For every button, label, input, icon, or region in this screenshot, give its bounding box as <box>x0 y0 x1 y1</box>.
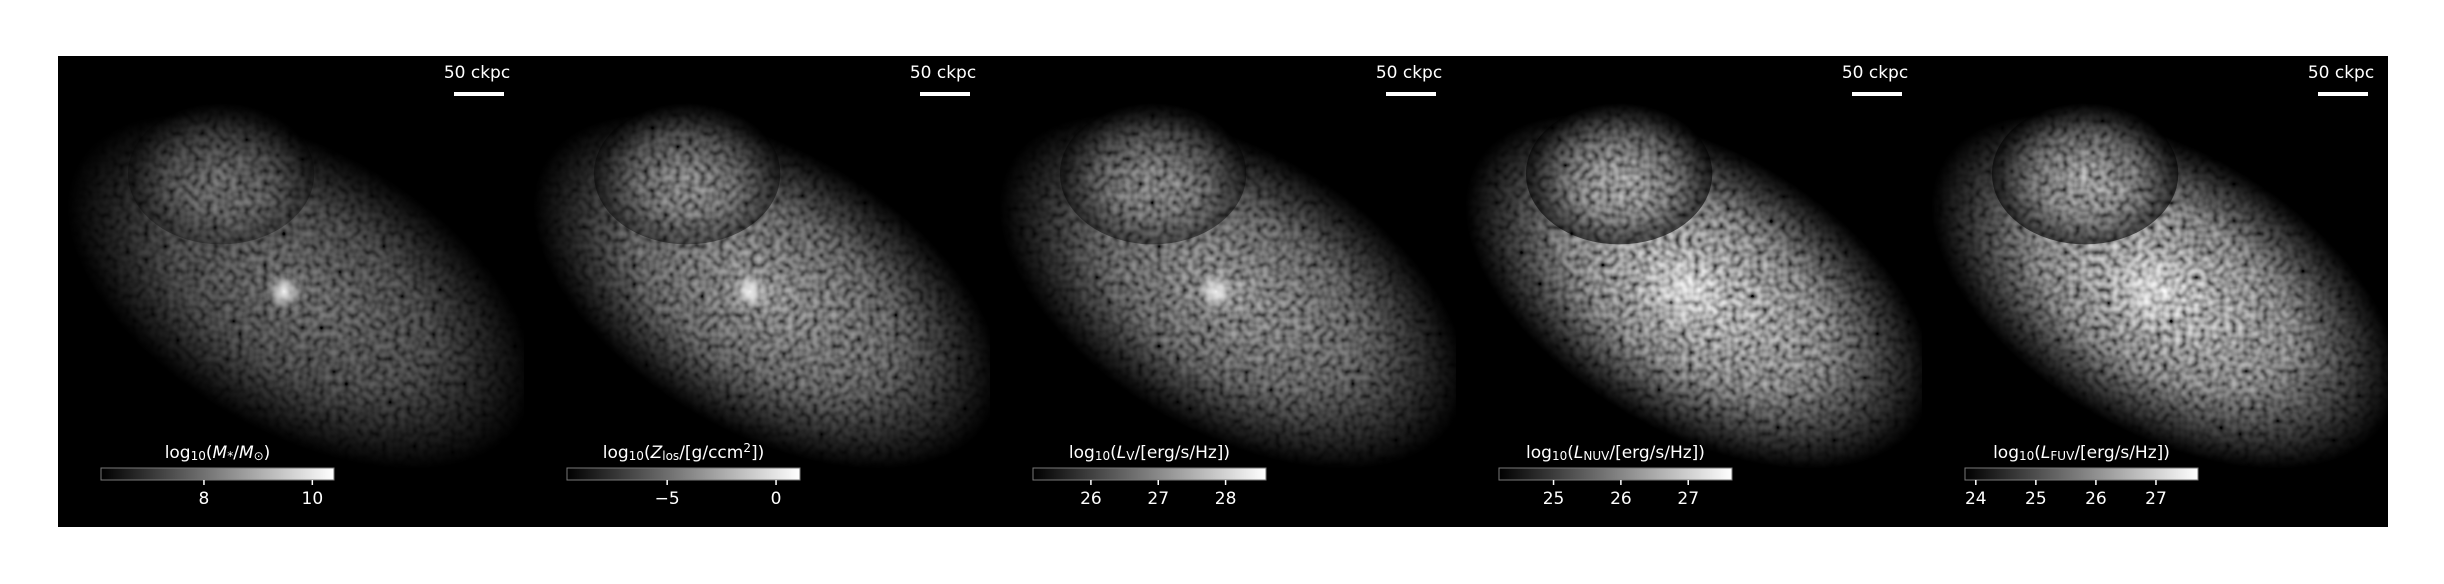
galaxy-core <box>732 273 769 310</box>
colorbar-label-part: ( <box>644 443 651 463</box>
panel: 50 ckpc log10(LV/[erg/s/Hz]) 26 27 28 <box>990 56 1456 527</box>
colorbar-tick-label: 8 <box>199 489 210 509</box>
colorbar-label-part: log <box>165 443 191 463</box>
galaxy-core <box>1198 273 1235 310</box>
colorbar-tick-label: 24 <box>1965 489 1987 509</box>
colorbar-label: log10(LNUV/[erg/s/Hz]) <box>1526 443 1705 463</box>
colorbar-label-part: ( <box>206 443 213 463</box>
colorbar-label: log10(M*/M⊙) <box>165 443 271 463</box>
colorbar-tick-label: 27 <box>1147 489 1169 509</box>
colorbar-label-part: ]) <box>751 443 764 463</box>
colorbar-label-part: FUV <box>2050 449 2075 463</box>
colorbar-label-part: 2 <box>743 441 751 455</box>
colorbar-label-part: L <box>1117 443 1126 463</box>
colorbar-label: log10(LV/[erg/s/Hz]) <box>1069 443 1230 463</box>
scalebar-label: 50 ckpc <box>910 63 976 83</box>
colorbar-tick-label: 25 <box>2025 489 2047 509</box>
colorbar-tick-label: 27 <box>2145 489 2167 509</box>
colorbar <box>1032 467 1267 481</box>
colorbar-label-part: L <box>1574 443 1583 463</box>
panel: 50 ckpc log10(LFUV/[erg/s/Hz]) 24 25 26 27 <box>1922 56 2388 527</box>
colorbar-label-part: M <box>239 443 254 463</box>
colorbar-label-part: NUV <box>1583 449 1610 463</box>
colorbar-tick-label: 28 <box>1215 489 1237 509</box>
colorbar-label-part: ( <box>2034 443 2041 463</box>
colorbar <box>566 467 801 481</box>
colorbar-tick-label: −5 <box>655 489 680 509</box>
colorbar-label-part: L <box>2041 443 2050 463</box>
galaxy-core <box>2108 251 2189 332</box>
colorbar-label-part: / <box>233 443 239 463</box>
colorbar-label: log10(LFUV/[erg/s/Hz]) <box>1993 443 2170 463</box>
colorbar-tick-label: 0 <box>771 489 782 509</box>
colorbar-label-part: ( <box>1110 443 1117 463</box>
galaxy-core <box>1642 251 1723 332</box>
colorbar-label-part: log <box>1526 443 1552 463</box>
colorbar-label-part: ( <box>1567 443 1574 463</box>
galaxy-core <box>266 273 303 310</box>
colorbar <box>1498 467 1733 481</box>
colorbar-label-part: /[erg/s/Hz]) <box>2074 443 2170 463</box>
colorbar-label-part: 10 <box>2019 449 2034 463</box>
colorbar-tick-label: 26 <box>1080 489 1102 509</box>
scalebar-label: 50 ckpc <box>2308 63 2374 83</box>
colorbar-tick-label: 26 <box>2085 489 2107 509</box>
scalebar-label: 50 ckpc <box>444 63 510 83</box>
colorbar-label-part: los <box>662 449 679 463</box>
colorbar-label: log10(Zlos/[g/ccm2]) <box>603 441 764 463</box>
colorbar-label-part: * <box>227 449 233 463</box>
colorbar-label-part: /[g/ccm <box>679 443 743 463</box>
colorbar-label-part: /[erg/s/Hz]) <box>1609 443 1705 463</box>
colorbar-tick-label: 26 <box>1610 489 1632 509</box>
colorbar-label-part: V <box>1126 449 1135 463</box>
colorbar-label-part: log <box>1993 443 2019 463</box>
colorbar-label-part: ⊙ <box>254 449 264 463</box>
colorbar-tick-label: 10 <box>302 489 324 509</box>
colorbar <box>100 467 335 481</box>
panel: 50 ckpc log10(Zlos/[g/ccm2]) −5 0 <box>524 56 990 527</box>
colorbar-tick-label: 27 <box>1677 489 1699 509</box>
colorbar-label-part: /[erg/s/Hz]) <box>1134 443 1230 463</box>
panel: 50 ckpc log10(LNUV/[erg/s/Hz]) 25 26 27 <box>1456 56 1922 527</box>
scalebar-label: 50 ckpc <box>1376 63 1442 83</box>
scalebar-label: 50 ckpc <box>1842 63 1908 83</box>
colorbar-label-part: Z <box>650 443 663 463</box>
colorbar-label-part: 10 <box>629 449 644 463</box>
colorbar-tick-label: 25 <box>1543 489 1565 509</box>
colorbar <box>1964 467 2199 481</box>
colorbar-label-part: M <box>213 443 228 463</box>
colorbar-label-part: log <box>1069 443 1095 463</box>
colorbar-label-part: 10 <box>1095 449 1110 463</box>
colorbar-label-part: 10 <box>191 449 206 463</box>
colorbar-label-part: log <box>603 443 629 463</box>
colorbar-label-part: ) <box>264 443 271 463</box>
colorbar-label-part: 10 <box>1552 449 1567 463</box>
